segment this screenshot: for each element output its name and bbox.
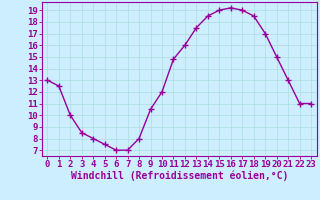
X-axis label: Windchill (Refroidissement éolien,°C): Windchill (Refroidissement éolien,°C) — [70, 171, 288, 181]
